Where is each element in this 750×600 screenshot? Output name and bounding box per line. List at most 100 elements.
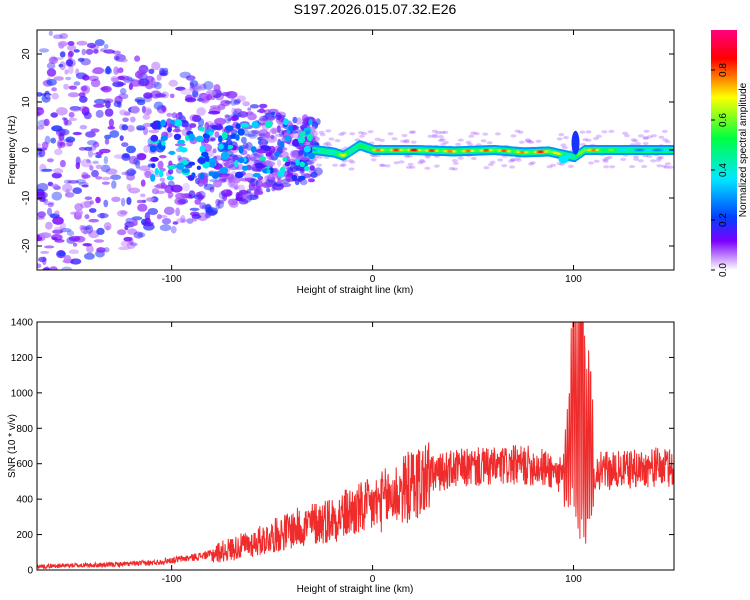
spectrogram-ridge-core bbox=[325, 150, 328, 153]
spectrogram-noise-blob bbox=[75, 209, 84, 216]
spectrogram-halo-blob bbox=[638, 134, 644, 138]
spectrogram-noise-blob bbox=[142, 107, 152, 116]
spectrogram-ridge-core bbox=[474, 149, 477, 152]
spectrogram-noise-blob bbox=[170, 184, 183, 193]
spectrogram-noise-blob bbox=[95, 154, 102, 159]
spectrogram-noise-blob bbox=[271, 127, 277, 135]
snr-panel: -100 0 100 0 200 400 600 800 1000 1200 1400 Heigh… bbox=[7, 318, 675, 595]
spectrogram-noise-blob bbox=[133, 157, 141, 166]
spectrogram-halo-blob bbox=[606, 155, 613, 160]
x-tick-label: 0 bbox=[370, 274, 376, 285]
spectrogram-halo-blob bbox=[349, 160, 356, 164]
spectrogram-halo-blob bbox=[622, 131, 628, 135]
spectrogram-noise-blob bbox=[51, 183, 59, 188]
spectrogram-noise-blob bbox=[78, 181, 89, 187]
y-tick-label: 600 bbox=[16, 459, 33, 470]
spectrogram-halo-blob bbox=[467, 142, 474, 146]
spectrogram-noise-blob bbox=[270, 111, 276, 116]
spectrogram-noise-blob bbox=[282, 147, 288, 151]
spectrogram-noise-blob bbox=[75, 179, 87, 184]
spectrogram-noise-blob bbox=[144, 212, 151, 221]
spectrogram-ridge-core bbox=[478, 149, 481, 152]
spectrogram-ridge-core bbox=[548, 150, 551, 153]
spectrogram-noise-blob bbox=[47, 207, 52, 216]
spectrogram-halo-blob bbox=[657, 156, 664, 160]
spectrogram-halo-blob bbox=[550, 163, 556, 167]
spectrogram-halo-blob bbox=[417, 161, 424, 165]
spectrogram-ridge-core bbox=[427, 149, 430, 152]
spectrogram-ridge-core bbox=[597, 148, 601, 152]
spectrogram-noise-blob bbox=[270, 176, 276, 185]
spectrogram-transition-blob bbox=[154, 168, 159, 175]
spectrogram-noise-blob bbox=[159, 177, 166, 182]
spectrogram-noise-blob bbox=[136, 99, 146, 106]
spectrogram-ridge-core bbox=[481, 149, 484, 152]
spectrogram-ridge-core bbox=[523, 151, 526, 154]
spectrogram-transition-blob bbox=[150, 156, 159, 162]
spectrogram-noise-blob bbox=[236, 98, 241, 104]
spectrogram-noise-blob bbox=[141, 199, 147, 203]
spectrogram-noise-blob bbox=[80, 158, 92, 168]
spectrogram-noise-blob bbox=[100, 164, 111, 173]
spectrogram-noise-blob bbox=[123, 76, 133, 84]
spectrogram-transition-blob bbox=[167, 165, 176, 170]
spectrogram-ridge-core bbox=[448, 150, 452, 153]
spectrogram-noise-blob bbox=[54, 239, 65, 243]
spectrogram-ridge-core bbox=[517, 150, 521, 154]
spectrogram-ridge-core bbox=[566, 154, 570, 157]
spectrogram-halo-blob bbox=[656, 164, 663, 168]
spectrogram-transition-blob bbox=[238, 146, 244, 154]
spectrogram-halo-blob bbox=[310, 158, 317, 162]
spectrogram-noise-blob bbox=[72, 131, 82, 136]
spectrogram-halo-blob bbox=[632, 139, 639, 143]
spectrogram-noise-blob bbox=[189, 85, 196, 91]
spectrogram-noise-blob bbox=[161, 217, 172, 225]
spectrogram-halo-blob bbox=[431, 129, 438, 133]
spectrogram-noise-blob bbox=[172, 221, 179, 225]
spectrogram-noise-blob bbox=[90, 78, 101, 88]
spectrogram-ridge-core bbox=[336, 152, 339, 155]
spectrogram-halo-blob bbox=[486, 141, 493, 145]
spectrogram-noise-blob bbox=[63, 255, 72, 264]
spectrogram-ridge-core bbox=[630, 148, 633, 152]
spectrogram-noise-blob bbox=[182, 182, 190, 192]
spectrogram-ridge-core bbox=[500, 149, 504, 152]
spectrogram-ridge-core bbox=[385, 148, 388, 152]
spectrogram-noise-blob bbox=[214, 131, 220, 138]
spectrogram-halo-blob bbox=[561, 146, 568, 150]
spectrogram-noise-blob bbox=[136, 153, 147, 161]
spectrogram-noise-blob bbox=[121, 124, 128, 131]
spectrogram-ridge-core bbox=[656, 148, 660, 152]
spectrogram-noise-blob bbox=[208, 110, 221, 115]
spectrogram-noise-blob bbox=[92, 141, 100, 148]
spectrogram-halo-blob bbox=[494, 132, 501, 136]
spectrogram-noise-blob bbox=[215, 198, 221, 206]
spectrogram-noise-blob bbox=[119, 135, 124, 142]
spectrogram-ridge-core bbox=[434, 149, 438, 152]
spectrogram-noise-blob bbox=[249, 178, 259, 187]
spectrogram-ridge-core bbox=[514, 150, 518, 153]
spectrogram-noise-blob bbox=[41, 141, 49, 150]
spectrogram-ridge-core bbox=[438, 149, 442, 153]
spectrogram-ridge-core bbox=[499, 149, 502, 152]
spectrogram-transition-blob bbox=[191, 172, 196, 177]
spectrogram-ridge-core bbox=[437, 149, 440, 153]
spectrogram-ridge-core bbox=[313, 149, 317, 152]
spectrogram-ridge-core bbox=[406, 148, 409, 152]
spectrogram-noise-blob bbox=[134, 55, 141, 62]
spectrogram-noise-blob bbox=[81, 174, 91, 179]
spectrogram-noise-blob bbox=[103, 156, 109, 165]
spectrogram-noise-blob bbox=[142, 122, 153, 128]
spectrogram-noise-blob bbox=[234, 108, 242, 113]
spectrogram-halo-blob bbox=[433, 164, 440, 168]
spectrogram-noise-blob bbox=[223, 161, 235, 169]
spectrogram-ridge-core bbox=[316, 149, 319, 152]
spectrogram-noise-blob bbox=[138, 78, 150, 87]
spectrogram-noise-blob bbox=[59, 228, 72, 233]
spectrogram-noise-blob bbox=[67, 230, 75, 236]
spectrogram-halo-blob bbox=[593, 159, 600, 163]
spectrogram-noise-blob bbox=[54, 148, 63, 156]
spectrogram-noise-blob bbox=[57, 250, 66, 257]
spectrogram-transition-blob bbox=[181, 168, 190, 174]
spectrogram-ridge-core bbox=[443, 149, 446, 153]
